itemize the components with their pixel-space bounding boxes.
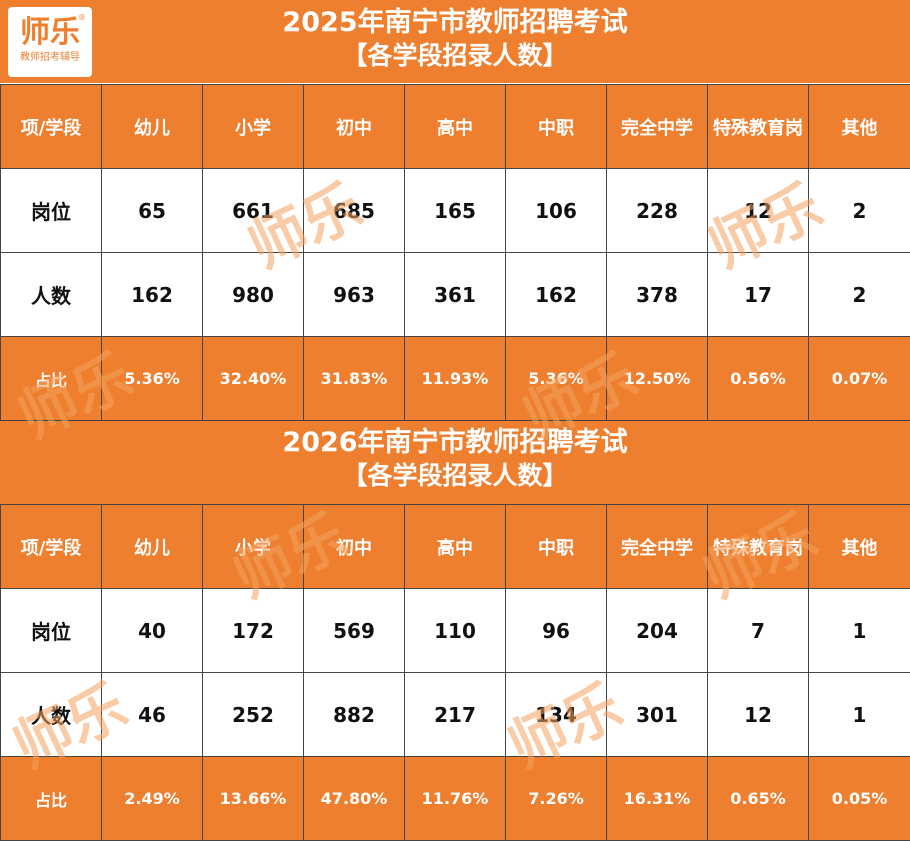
table-cell: 569: [303, 588, 405, 673]
table-cell: 301: [606, 672, 708, 757]
table-cell: 2: [808, 252, 910, 337]
row-label: 人数: [0, 672, 102, 757]
shile-logo: ® 师乐 教师招考辅导: [8, 7, 92, 77]
table-cell: 963: [303, 252, 405, 337]
table-2025-title-block: 2025年南宁市教师招聘考试 【各学段招录人数】: [0, 0, 910, 83]
header-cell: 高中: [404, 504, 506, 589]
logo-text: 师乐: [20, 15, 80, 50]
row-label: 人数: [0, 252, 102, 337]
table-cell: 106: [505, 168, 607, 253]
table-cell: 17: [707, 252, 809, 337]
table-cell: 11.93%: [404, 336, 506, 421]
table-cell: 0.05%: [808, 756, 910, 841]
table-cell: 12.50%: [606, 336, 708, 421]
table-2026-title-block: 2026年南宁市教师招聘考试 【各学段招录人数】: [0, 421, 910, 504]
table-cell: 7: [707, 588, 809, 673]
header-cell: 完全中学: [606, 504, 708, 589]
table-cell: 685: [303, 168, 405, 253]
table-cell: 217: [404, 672, 506, 757]
table-cell: 31.83%: [303, 336, 405, 421]
table-cell: 2.49%: [101, 756, 203, 841]
header-cell: 高中: [404, 84, 506, 169]
table-header-row: 项/学段 幼儿 小学 初中 高中 中职 完全中学 特殊教育岗 其他: [0, 84, 910, 169]
table-cell: 378: [606, 252, 708, 337]
table-cell: 661: [202, 168, 304, 253]
table-header-row: 项/学段 幼儿 小学 初中 高中 中职 完全中学 特殊教育岗 其他: [0, 504, 910, 589]
logo-subtitle: 教师招考辅导: [20, 52, 80, 63]
table-cell: 11.76%: [404, 756, 506, 841]
header-cell: 其他: [808, 504, 910, 589]
table-2025: 项/学段 幼儿 小学 初中 高中 中职 完全中学 特殊教育岗 其他 岗位 65 …: [0, 84, 910, 421]
header-cell: 中职: [505, 504, 607, 589]
header-cell: 项/学段: [0, 504, 102, 589]
table-cell: 110: [404, 588, 506, 673]
table-cell: 47.80%: [303, 756, 405, 841]
registered-mark: ®: [78, 13, 86, 22]
header-cell: 初中: [303, 504, 405, 589]
header-cell: 其他: [808, 84, 910, 169]
table-row-headcount: 人数 46 252 882 217 134 301 12 1: [0, 672, 910, 757]
table-2025-subtitle: 【各学段招录人数】: [342, 41, 568, 70]
table-cell: 5.36%: [505, 336, 607, 421]
table-cell: 65: [101, 168, 203, 253]
header-cell: 特殊教育岗: [707, 84, 809, 169]
table-cell: 252: [202, 672, 304, 757]
table-cell: 1: [808, 588, 910, 673]
header-cell: 小学: [202, 84, 304, 169]
header-cell: 幼儿: [101, 504, 203, 589]
table-cell: 96: [505, 588, 607, 673]
row-label: 占比: [0, 756, 102, 841]
table-row-ratio: 占比 5.36% 32.40% 31.83% 11.93% 5.36% 12.5…: [0, 336, 910, 421]
table-cell: 882: [303, 672, 405, 757]
table-cell: 361: [404, 252, 506, 337]
table-cell: 12: [707, 168, 809, 253]
row-label: 岗位: [0, 588, 102, 673]
table-2026-title: 2026年南宁市教师招聘考试: [282, 427, 628, 458]
table-cell: 134: [505, 672, 607, 757]
table-row-headcount: 人数 162 980 963 361 162 378 17 2: [0, 252, 910, 337]
table-2026: 项/学段 幼儿 小学 初中 高中 中职 完全中学 特殊教育岗 其他 岗位 40 …: [0, 504, 910, 841]
table-cell: 0.65%: [707, 756, 809, 841]
table-cell: 162: [101, 252, 203, 337]
table-2025-title: 2025年南宁市教师招聘考试: [282, 7, 628, 38]
header-cell: 小学: [202, 504, 304, 589]
table-cell: 2: [808, 168, 910, 253]
table-row-positions: 岗位 40 172 569 110 96 204 7 1: [0, 588, 910, 673]
table-cell: 13.66%: [202, 756, 304, 841]
table-cell: 980: [202, 252, 304, 337]
header-cell: 特殊教育岗: [707, 504, 809, 589]
row-label: 岗位: [0, 168, 102, 253]
table-cell: 7.26%: [505, 756, 607, 841]
table-cell: 32.40%: [202, 336, 304, 421]
table-row-ratio: 占比 2.49% 13.66% 47.80% 11.76% 7.26% 16.3…: [0, 756, 910, 841]
table-cell: 228: [606, 168, 708, 253]
table-2026-subtitle: 【各学段招录人数】: [342, 461, 568, 490]
table-cell: 172: [202, 588, 304, 673]
table-cell: 40: [101, 588, 203, 673]
table-cell: 165: [404, 168, 506, 253]
header-cell: 初中: [303, 84, 405, 169]
header-cell: 幼儿: [101, 84, 203, 169]
table-cell: 12: [707, 672, 809, 757]
table-cell: 0.56%: [707, 336, 809, 421]
header-cell: 完全中学: [606, 84, 708, 169]
table-cell: 1: [808, 672, 910, 757]
table-cell: 204: [606, 588, 708, 673]
table-cell: 16.31%: [606, 756, 708, 841]
header-cell: 中职: [505, 84, 607, 169]
row-label: 占比: [0, 336, 102, 421]
table-cell: 46: [101, 672, 203, 757]
header-cell: 项/学段: [0, 84, 102, 169]
table-cell: 5.36%: [101, 336, 203, 421]
table-row-positions: 岗位 65 661 685 165 106 228 12 2: [0, 168, 910, 253]
table-cell: 0.07%: [808, 336, 910, 421]
table-cell: 162: [505, 252, 607, 337]
